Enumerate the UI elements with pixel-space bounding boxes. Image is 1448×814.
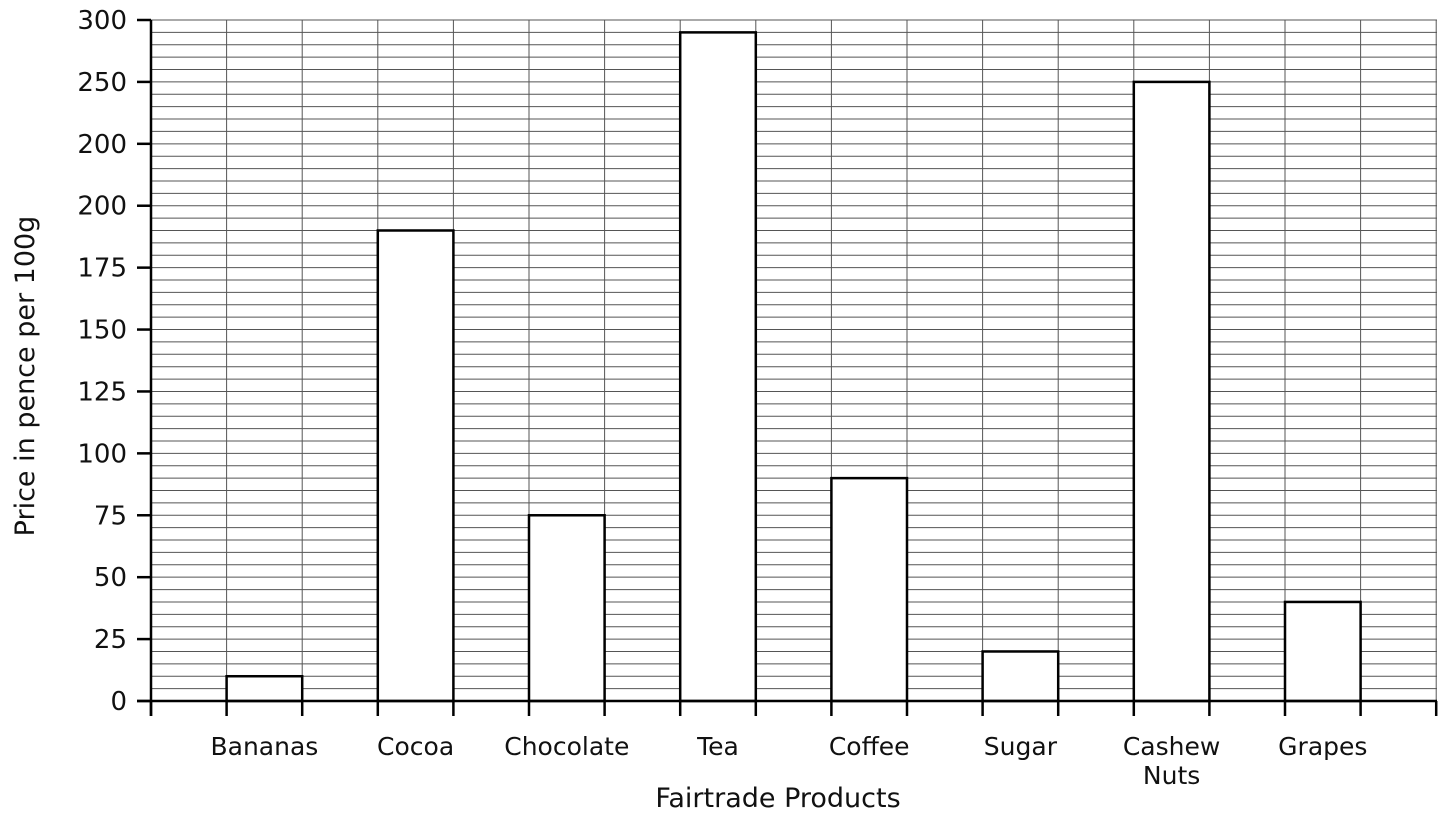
y-axis-title: Price in pence per 100g <box>10 216 41 537</box>
x-tick-label-line: Coffee <box>829 732 910 761</box>
y-tick-label: 200 <box>77 192 127 222</box>
y-tick-label: 25 <box>94 625 127 655</box>
bar-sugar <box>981 650 1060 703</box>
bar-chocolate <box>527 514 606 703</box>
y-tick-label: 50 <box>94 563 127 593</box>
x-tick-label-line: Tea <box>696 732 739 761</box>
x-tick-label-grapes: Grapes <box>1278 732 1367 761</box>
axis-layer <box>137 18 1438 716</box>
x-tick-label-line: Bananas <box>210 732 318 761</box>
y-tick-label: 200 <box>77 130 127 160</box>
x-tick-label-tea: Tea <box>696 732 739 761</box>
y-tick-label: 100 <box>77 439 127 469</box>
x-tick-label-line: Chocolate <box>504 732 629 761</box>
bars-layer <box>225 31 1362 703</box>
y-tick-label: 0 <box>110 687 127 717</box>
x-tick-label-cocoa: Cocoa <box>377 732 454 761</box>
x-axis-title: Fairtrade Products <box>655 783 900 814</box>
y-tick-label: 125 <box>77 377 127 407</box>
label-layer: 0 25 50 75 100 125 150 175 200 200 250 300 Bananas Co… <box>77 6 1367 790</box>
bar-cashew-nuts <box>1132 80 1211 703</box>
grid-layer <box>151 19 1437 701</box>
x-tick-label-line: Cocoa <box>377 732 454 761</box>
y-tick-label: 300 <box>77 6 127 36</box>
x-tick-label-sugar: Sugar <box>984 732 1058 761</box>
x-tick-label-coffee: Coffee <box>829 732 910 761</box>
y-tick-label: 250 <box>77 68 127 98</box>
bar-cocoa <box>376 229 455 703</box>
bar-coffee <box>830 476 909 703</box>
x-tick-label-line: Sugar <box>984 732 1058 761</box>
x-tick-label-line: Grapes <box>1278 732 1367 761</box>
x-tick-label-line: Nuts <box>1143 761 1200 790</box>
x-tick-label-cashew-nuts: Cashew Nuts <box>1123 732 1220 790</box>
x-tick-label-bananas: Bananas <box>210 732 318 761</box>
y-tick-label: 150 <box>77 316 127 346</box>
bar-grapes <box>1283 600 1362 703</box>
bar-bananas <box>225 674 304 703</box>
x-tick-label-line: Cashew <box>1123 732 1220 761</box>
bar-tea <box>678 31 758 703</box>
y-tick-label: 175 <box>77 254 127 284</box>
y-tick-label: 75 <box>94 501 127 531</box>
x-tick-label-chocolate: Chocolate <box>504 732 629 761</box>
